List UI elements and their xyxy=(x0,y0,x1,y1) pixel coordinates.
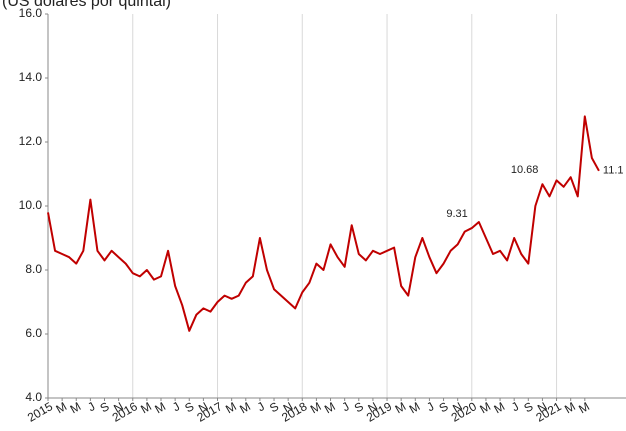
y-tick-label: 6.0 xyxy=(25,326,42,340)
annotation: 10.68 xyxy=(511,164,539,176)
x-tick-label: M xyxy=(223,399,239,416)
x-tick-label: M xyxy=(407,399,423,416)
y-tick-label: 8.0 xyxy=(25,262,42,276)
x-tick-label: M xyxy=(393,399,409,416)
x-tick-label: J xyxy=(424,399,436,414)
x-tick-label: J xyxy=(340,399,352,414)
line-series xyxy=(47,115,600,332)
x-tick-label: J xyxy=(255,399,267,414)
x-tick-label: M xyxy=(138,399,154,416)
x-tick-label: M xyxy=(477,399,493,416)
annotation: 11.1 xyxy=(603,165,624,177)
x-tick-label: M xyxy=(322,399,338,416)
x-tick-label: J xyxy=(85,399,97,414)
y-tick-label: 10.0 xyxy=(19,198,43,212)
y-tick-label: 16.0 xyxy=(19,6,43,20)
annotation: 9.31 xyxy=(446,208,467,220)
x-tick-label: J xyxy=(509,399,521,414)
x-tick-label: M xyxy=(491,399,507,416)
chart-title: (US dólares por quintal) xyxy=(2,0,171,10)
x-tick-label: J xyxy=(170,399,182,414)
x-tick-label: M xyxy=(308,399,324,416)
y-tick-label: 4.0 xyxy=(25,390,42,404)
y-tick-label: 14.0 xyxy=(19,70,43,84)
x-tick-label: M xyxy=(576,399,592,416)
x-tick-label: M xyxy=(562,399,578,416)
x-tick-label: M xyxy=(68,399,84,416)
x-tick-label: M xyxy=(237,399,253,416)
y-tick-label: 12.0 xyxy=(19,134,43,148)
x-tick-label: M xyxy=(152,399,168,416)
x-tick-label: M xyxy=(54,399,70,416)
